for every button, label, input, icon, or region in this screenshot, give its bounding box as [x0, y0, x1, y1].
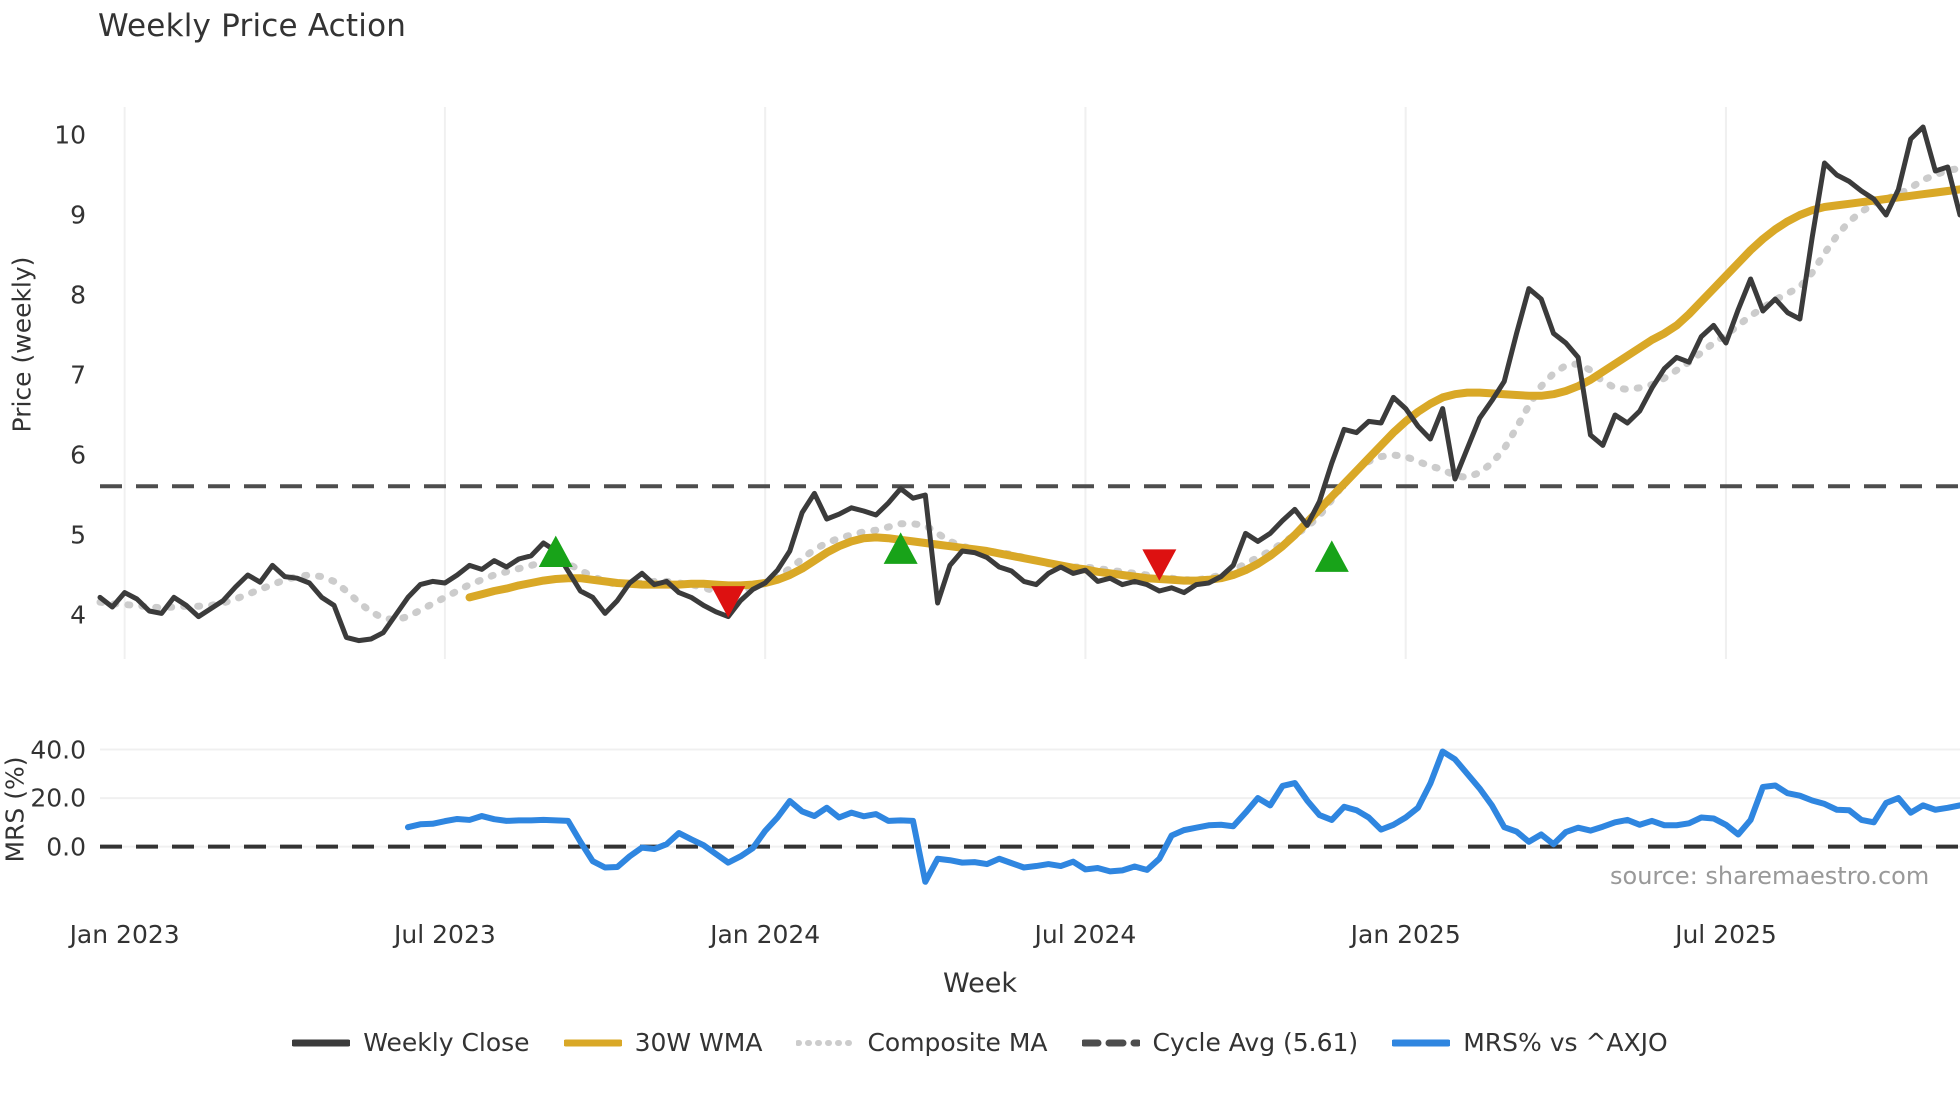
sell-marker-1: [711, 586, 746, 618]
price-ytick-6: 6: [70, 440, 86, 470]
price-ytick-7: 7: [70, 360, 86, 390]
legend-item-mrs-vs-axjo[interactable]: MRS% vs ^AXJO: [1392, 1028, 1668, 1057]
mrs-ytick-20.0: 20.0: [30, 783, 86, 813]
mrs-ytick-40.0: 40.0: [30, 735, 86, 765]
buy-marker-0: [538, 535, 573, 568]
price-plot: [96, 107, 1960, 659]
price-ytick-5: 5: [70, 520, 86, 550]
legend-swatch-icon: [292, 1032, 351, 1054]
series-mrs: [404, 748, 1960, 885]
price-ytick-8: 8: [70, 280, 86, 310]
legend-label: Composite MA: [867, 1028, 1048, 1057]
series-weekly-close: [97, 124, 1960, 644]
price-ytick-4: 4: [70, 600, 86, 630]
legend-item-30w-wma[interactable]: 30W WMA: [563, 1028, 763, 1057]
series-30w-wma: [465, 185, 1960, 602]
x-tick-jul-2025: Jul 2025: [1675, 920, 1777, 949]
price-chart-panel: [96, 107, 1960, 659]
x-tick-jan-2025: Jan 2025: [1350, 920, 1461, 949]
x-tick-jul-2024: Jul 2024: [1034, 920, 1137, 949]
legend-label: Cycle Avg (5.61): [1152, 1028, 1359, 1057]
price-ytick-10: 10: [54, 120, 86, 150]
legend-swatch-icon: [1081, 1032, 1140, 1054]
legend-swatch-icon: [1392, 1032, 1451, 1054]
buy-marker-2: [883, 532, 918, 564]
x-axis-label: Week: [943, 968, 1017, 999]
legend-label: Weekly Close: [363, 1028, 530, 1057]
sell-marker-3: [1142, 549, 1177, 581]
legend-item-weekly-close[interactable]: Weekly Close: [292, 1028, 530, 1057]
x-tick-jul-2023: Jul 2023: [394, 920, 496, 949]
legend-swatch-icon: [563, 1032, 622, 1054]
page-title: Weekly Price Action: [98, 8, 407, 44]
legend-swatch-icon: [796, 1032, 855, 1054]
x-tick-jan-2024: Jan 2024: [710, 920, 821, 949]
source-watermark: source: sharemaestro.com: [1610, 862, 1930, 890]
mrs-chart-panel: [100, 735, 1960, 900]
legend-item-cycle-avg-5-61[interactable]: Cycle Avg (5.61): [1081, 1028, 1359, 1057]
legend-item-composite-ma[interactable]: Composite MA: [796, 1028, 1048, 1057]
x-tick-jan-2023: Jan 2023: [69, 920, 180, 949]
mrs-plot: [100, 748, 1960, 885]
price-axis-label: Price (weekly): [7, 256, 37, 433]
series-composite-ma: [96, 165, 1960, 624]
legend-label: 30W WMA: [634, 1028, 763, 1057]
chart-legend: Weekly Close 30W WMA Composite MA Cycle Avg…: [0, 1028, 1960, 1057]
mrs-ytick-0.0: 0.0: [46, 832, 86, 862]
price-ytick-9: 9: [70, 200, 86, 230]
buy-marker-4: [1314, 540, 1349, 572]
legend-label: MRS% vs ^AXJO: [1463, 1028, 1668, 1057]
